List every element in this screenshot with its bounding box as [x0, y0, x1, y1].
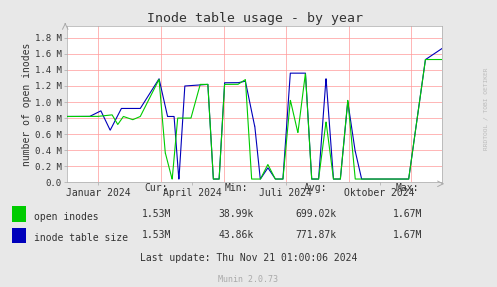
Text: Avg:: Avg:: [304, 183, 328, 193]
Text: Min:: Min:: [224, 183, 248, 193]
Text: RRDTOOL / TOBI OETIKER: RRDTOOL / TOBI OETIKER: [483, 68, 488, 150]
Text: 1.53M: 1.53M: [142, 230, 171, 240]
Text: 1.53M: 1.53M: [142, 209, 171, 219]
Text: 699.02k: 699.02k: [295, 209, 336, 219]
Text: Munin 2.0.73: Munin 2.0.73: [219, 275, 278, 284]
Text: 1.67M: 1.67M: [393, 209, 422, 219]
Text: 43.86k: 43.86k: [219, 230, 253, 240]
Text: Last update: Thu Nov 21 01:00:06 2024: Last update: Thu Nov 21 01:00:06 2024: [140, 253, 357, 263]
Text: 1.67M: 1.67M: [393, 230, 422, 240]
Y-axis label: number of open inodes: number of open inodes: [22, 42, 32, 166]
Text: Cur:: Cur:: [145, 183, 168, 193]
Text: 38.99k: 38.99k: [219, 209, 253, 219]
Text: Max:: Max:: [396, 183, 419, 193]
Title: Inode table usage - by year: Inode table usage - by year: [147, 12, 363, 25]
Text: 771.87k: 771.87k: [295, 230, 336, 240]
Text: open inodes: open inodes: [34, 212, 98, 222]
Text: inode table size: inode table size: [34, 233, 128, 243]
